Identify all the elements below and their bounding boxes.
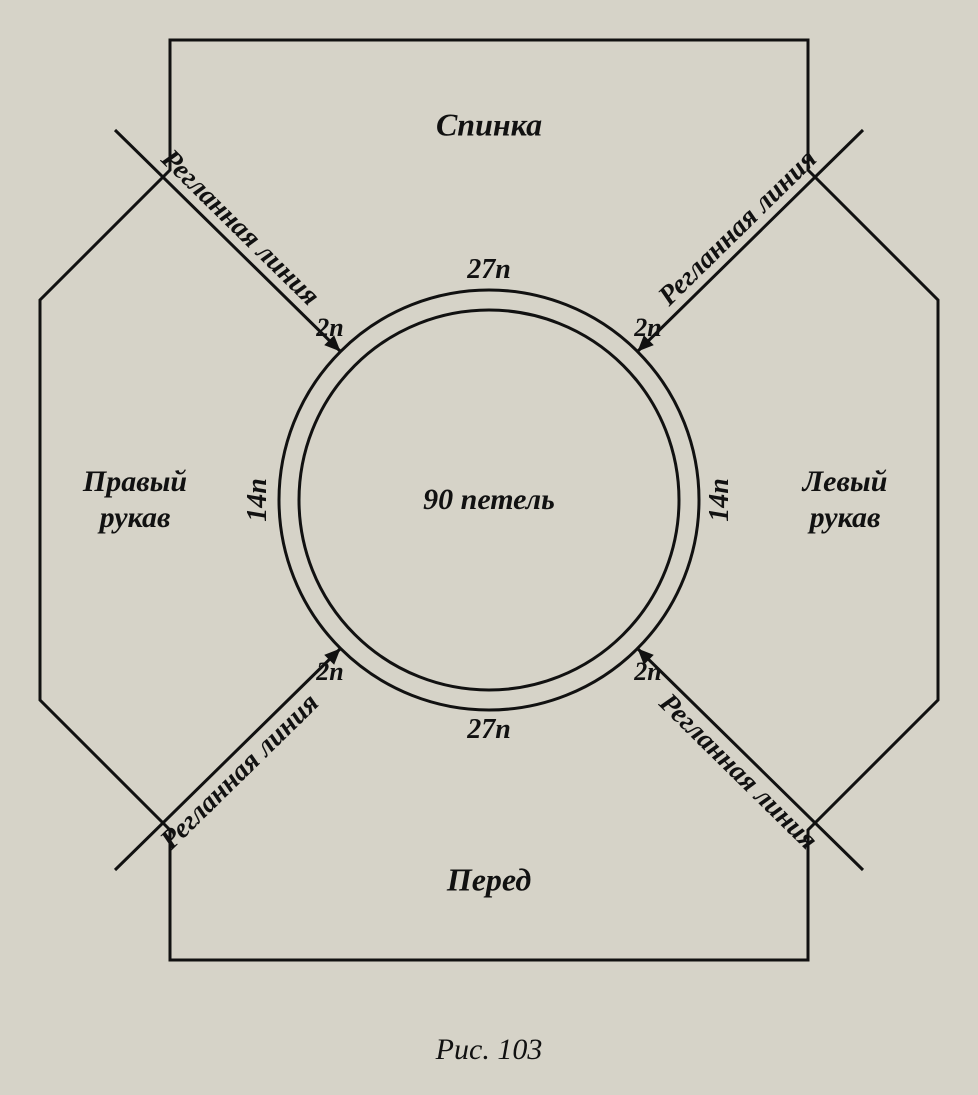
label-bottom-arc: 27п <box>467 714 511 746</box>
label-right-sleeve: Правыйрукав <box>83 464 187 536</box>
figure-caption: Рис. 103 <box>436 1033 543 1067</box>
label-2p-br: 2п <box>634 657 661 687</box>
label-2p-tr: 2п <box>634 313 661 343</box>
diagram-svg <box>0 0 978 1095</box>
label-2p-bl: 2п <box>316 657 343 687</box>
label-2p-tl: 2п <box>316 313 343 343</box>
diagram-canvas: Спинка Перед Правыйрукав Левыйрукав 90 п… <box>0 0 978 1095</box>
label-back: Спинка <box>436 107 542 144</box>
label-top-arc: 27п <box>467 254 511 286</box>
label-left-arc: 14п <box>242 478 274 522</box>
label-right-arc: 14п <box>704 478 736 522</box>
label-center: 90 петель <box>423 483 555 517</box>
label-front: Перед <box>447 862 531 899</box>
label-left-sleeve: Левыйрукав <box>803 464 888 536</box>
